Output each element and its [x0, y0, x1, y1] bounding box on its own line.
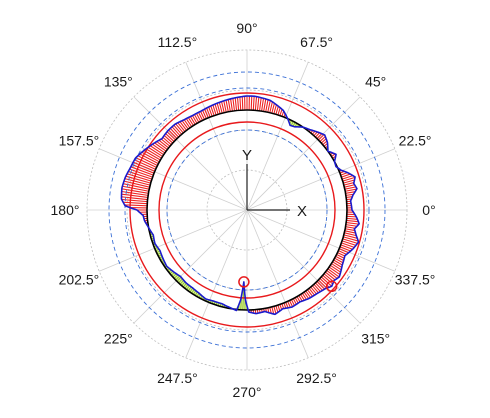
deviation-hatch — [341, 245, 353, 249]
angle-label: 112.5° — [158, 34, 198, 50]
deviation-hatch — [346, 223, 359, 225]
deviation-hatch — [345, 229, 355, 231]
deviation-hatch — [341, 243, 354, 247]
deviation-hatch — [140, 154, 159, 164]
deviation-fill — [121, 96, 358, 314]
deviation-hatch — [335, 258, 343, 263]
y-axis-label: Y — [242, 147, 252, 164]
deviation-hatch — [346, 220, 358, 221]
deviation-hatch — [190, 117, 195, 125]
angle-label: 157.5° — [59, 132, 100, 148]
deviation-hatch — [311, 287, 317, 294]
deviation-hatch — [240, 97, 241, 110]
deviation-hatch — [262, 98, 264, 111]
angle-label: 22.5° — [399, 132, 432, 148]
grid-spoke — [134, 97, 247, 210]
deviation-hatch — [345, 231, 356, 233]
deviation-hatch — [278, 305, 280, 311]
deviation-hatch — [280, 109, 282, 115]
grid-spoke — [247, 210, 360, 323]
deviation-hatch — [242, 97, 243, 111]
angle-label: 180° — [51, 202, 80, 218]
angle-label: 135° — [104, 73, 133, 89]
angle-label: 315° — [361, 331, 390, 347]
deviation-hatch — [264, 99, 266, 111]
angle-label: 67.5° — [300, 34, 333, 50]
angle-label: 337.5° — [395, 272, 436, 288]
deviation-hatch — [226, 100, 228, 112]
angle-label: 202.5° — [59, 272, 100, 288]
deviation-hatch — [278, 108, 280, 115]
deviation-hatch — [123, 202, 147, 204]
angle-label: 90° — [236, 20, 257, 36]
deviation-hatch — [347, 216, 356, 217]
deviation-hatch — [253, 96, 254, 110]
angle-label: 45° — [365, 73, 386, 89]
grid-spoke — [247, 97, 360, 210]
deviation-hatch — [342, 241, 356, 245]
local-axes: Y X — [242, 147, 307, 220]
angle-label: 0° — [422, 202, 435, 218]
deviation-hatch — [347, 218, 358, 219]
deviation-hatch — [276, 306, 278, 313]
deviation-hatch — [334, 260, 343, 265]
deviation-hatch — [233, 98, 235, 110]
deviation-hatch — [235, 98, 236, 111]
deviation-hatch — [188, 118, 193, 126]
deviation-hatch — [343, 239, 358, 243]
deviation-hatch — [238, 97, 239, 110]
grid-spoke — [134, 210, 247, 323]
deviation-hatch — [309, 288, 314, 295]
angle-label: 292.5° — [296, 370, 337, 386]
deviation-hatch — [257, 97, 258, 110]
deviation-hatch — [346, 225, 357, 227]
x-axis-label: X — [297, 203, 307, 220]
deviation-hatch — [274, 306, 276, 313]
deviation-hatch — [346, 227, 355, 229]
angle-label: 225° — [104, 331, 133, 347]
deviation-hatch — [255, 97, 256, 111]
deviation-hatch — [125, 205, 148, 206]
deviation-hatch — [186, 119, 191, 127]
deviation-hatch — [266, 100, 268, 112]
deviation-hatch — [251, 96, 252, 110]
deviation-hatch — [307, 290, 312, 297]
angle-label: 247.5° — [157, 370, 198, 386]
deviation-hatch — [231, 99, 233, 111]
angle-label: 270° — [233, 384, 262, 400]
deviation-hatch — [260, 98, 262, 111]
deviation-hatch — [228, 99, 230, 111]
